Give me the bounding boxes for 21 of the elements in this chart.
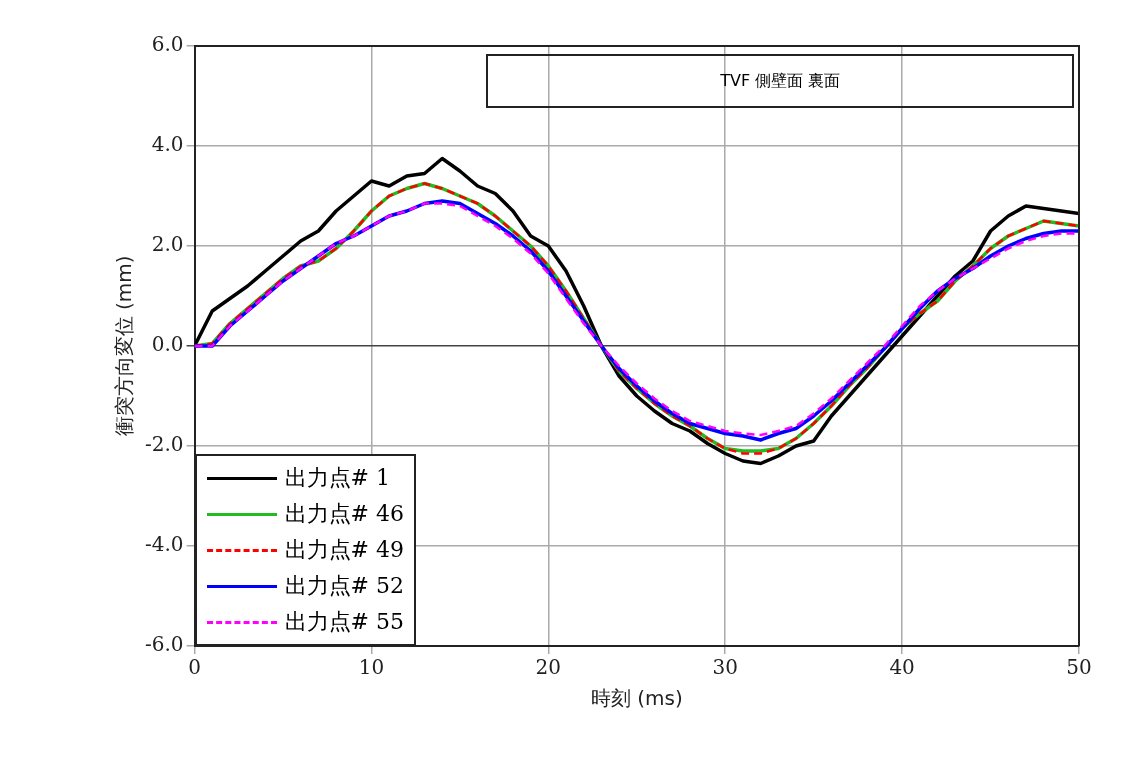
y-tick-label: -2.0 <box>144 432 184 457</box>
legend-label: 出力点# 52 <box>284 572 404 600</box>
x-tick-label: 0 <box>188 655 201 680</box>
y-tick-label: 2.0 <box>151 232 184 257</box>
x-tick-label: 40 <box>889 655 915 680</box>
x-axis-title: 時刻 (ms) <box>590 686 683 711</box>
x-tick-label: 20 <box>535 655 562 680</box>
legend-label: 出力点# 46 <box>284 500 404 528</box>
legend-label: 出力点# 49 <box>284 536 404 564</box>
y-tick-label: -6.0 <box>144 632 184 657</box>
y-tick-label: -4.0 <box>144 532 184 557</box>
y-tick-label: 6.0 <box>151 32 184 57</box>
y-axis-title: 衝突方向変位 (mm) <box>112 255 137 437</box>
legend-label: 出力点# 1 <box>284 464 390 492</box>
x-tick-label: 50 <box>1066 655 1092 680</box>
x-tick-label: 30 <box>712 655 738 680</box>
text: TVF 側壁面 裏面 <box>486 54 1075 108</box>
legend-label: 出力点# 55 <box>284 608 404 636</box>
y-tick-label: 4.0 <box>151 132 184 157</box>
y-tick-label: 0.0 <box>151 332 184 357</box>
x-tick-label: 10 <box>358 655 385 680</box>
